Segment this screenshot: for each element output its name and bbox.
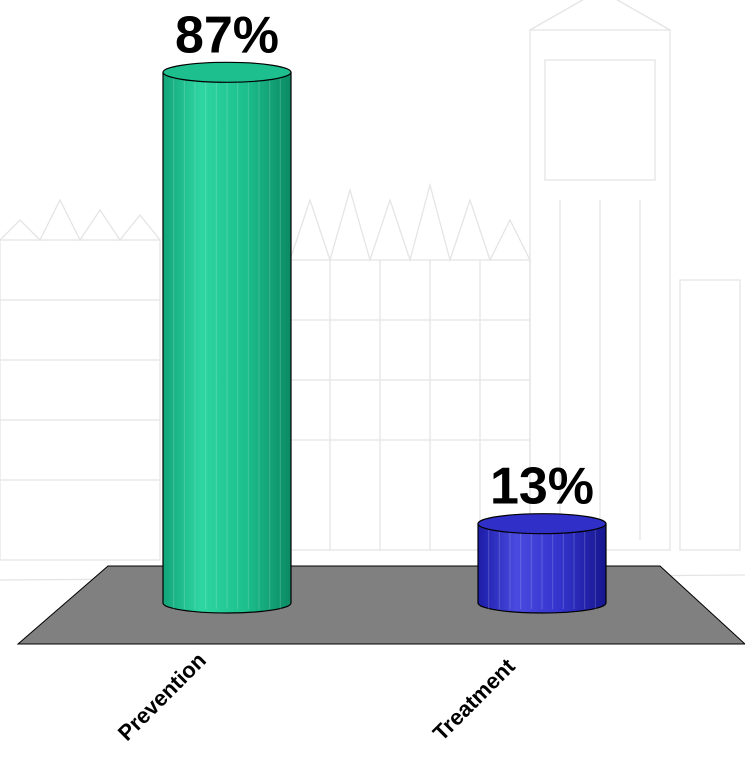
bar-body — [162, 71, 292, 614]
bar-top — [477, 513, 607, 535]
bar-treatment — [477, 513, 607, 614]
bar-top — [162, 61, 292, 83]
chart-floor — [16, 565, 745, 645]
data-label-treatment: 13% — [490, 458, 594, 516]
city-sketch-watermark-icon — [0, 0, 745, 581]
bar-prevention — [162, 61, 292, 614]
data-label-prevention: 87% — [175, 6, 279, 64]
bar-body — [477, 523, 607, 614]
tick-label-prevention: Prevention — [113, 647, 211, 745]
tick-label-treatment: Treatment — [428, 653, 521, 746]
